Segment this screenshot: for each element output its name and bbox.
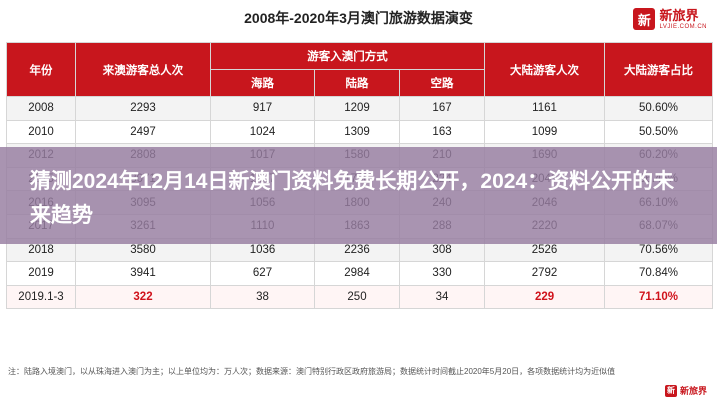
header-sea: 海路 <box>210 69 315 97</box>
page-title: 2008年-2020年3月澳门旅游数据演变 <box>244 10 473 26</box>
brand-logo-footer-icon: 新 <box>664 384 677 397</box>
brand-logo: 新 新旅界 LVJIE.COM.CN <box>633 8 707 30</box>
cell-mainland: 229 <box>484 284 606 310</box>
table-row: 2010 2497 1024 1309 163 1099 50.50% <box>6 119 714 145</box>
overlay-banner <box>0 147 717 244</box>
cell-sea: 917 <box>210 96 315 121</box>
cell-mainland: 2792 <box>484 261 606 286</box>
brand-logo-icon: 新 <box>633 8 656 30</box>
cell-year: 2019.1-3 <box>6 284 76 310</box>
cell-air: 330 <box>398 261 486 286</box>
cell-sea: 38 <box>210 284 315 310</box>
source-note: 注：陆路入境澳门，以从珠海进入澳门为主；以上单位均为：万人次；数据来源：澳门特别… <box>8 367 616 376</box>
brand-domain: LVJIE.COM.CN <box>659 23 707 30</box>
header-land: 陆路 <box>314 69 400 97</box>
cell-land: 250 <box>314 284 400 310</box>
cell-air: 163 <box>398 119 486 145</box>
header-mainland-share: 大陆游客占比 <box>604 42 714 97</box>
cell-total: 2497 <box>75 119 211 145</box>
brand-logo-footer: 新 新旅界 <box>664 384 707 397</box>
cell-land: 1309 <box>314 119 400 145</box>
cell-share: 50.60% <box>604 96 714 121</box>
brand-name-footer: 新旅界 <box>679 386 707 396</box>
cell-sea: 627 <box>210 261 315 286</box>
cell-mainland: 1161 <box>484 96 606 121</box>
cell-air: 167 <box>398 96 486 121</box>
table-row: 2019.1-3 322 38 250 34 229 71.10% <box>6 284 714 310</box>
cell-year: 2019 <box>6 261 76 286</box>
overlay-headline: 猜测2024年12月14日新澳门资料免费长期公开，2024：资料公开的未来趋势 <box>30 170 675 227</box>
header-year: 年份 <box>6 42 76 97</box>
header-total-visitors: 来澳游客总人次 <box>75 42 211 97</box>
cell-mainland: 1099 <box>484 119 606 145</box>
cell-land: 1209 <box>314 96 400 121</box>
cell-share: 70.84% <box>604 261 714 286</box>
cell-sea: 1024 <box>210 119 315 145</box>
cell-land: 2984 <box>314 261 400 286</box>
header-mainland-visitors: 大陆游客人次 <box>484 42 606 97</box>
cell-total: 3941 <box>75 261 211 286</box>
cell-year: 2008 <box>6 96 76 121</box>
cell-share: 50.50% <box>604 119 714 145</box>
cell-total: 2293 <box>75 96 211 121</box>
header-entry-mode-group: 游客入澳门方式 <box>209 42 486 70</box>
brand-name: 新旅界 <box>659 7 699 23</box>
cell-total: 322 <box>75 284 211 310</box>
table-row: 2008 2293 917 1209 167 1161 50.60% <box>6 96 714 121</box>
cell-air: 34 <box>398 284 486 310</box>
header-air: 空路 <box>398 69 486 97</box>
cell-share: 71.10% <box>604 284 714 310</box>
table-row: 2019 3941 627 2984 330 2792 70.84% <box>6 261 714 286</box>
cell-year: 2010 <box>6 119 76 145</box>
